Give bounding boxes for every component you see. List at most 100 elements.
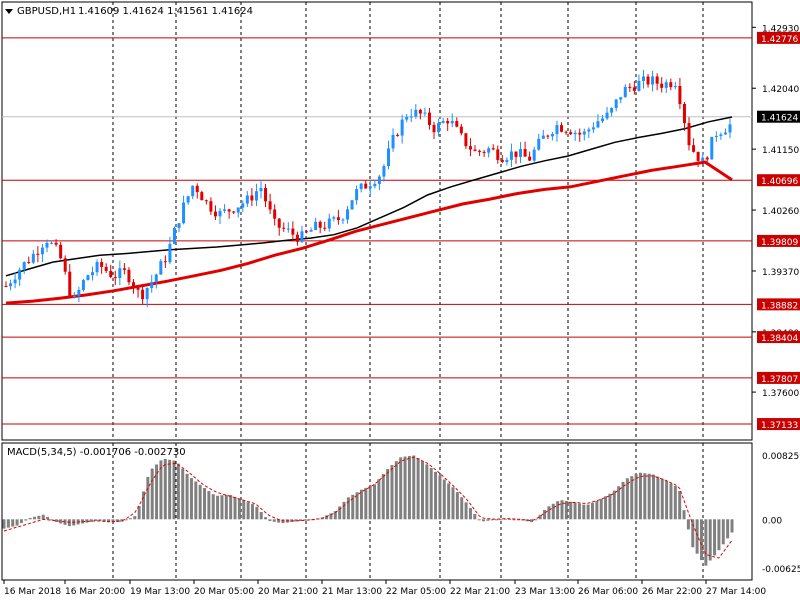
bear-candle[interactable] [687, 123, 691, 146]
bear-candle[interactable] [227, 209, 231, 212]
bear-candle[interactable] [113, 277, 117, 279]
bull-candle[interactable] [710, 136, 714, 160]
bear-candle[interactable] [204, 200, 208, 202]
bear-candle[interactable] [560, 125, 564, 132]
bull-candle[interactable] [614, 99, 618, 109]
bear-candle[interactable] [104, 266, 108, 271]
bear-candle[interactable] [63, 258, 67, 272]
bull-candle[interactable] [218, 210, 222, 217]
bull-candle[interactable] [532, 149, 536, 161]
bull-candle[interactable] [9, 283, 13, 287]
bear-candle[interactable] [669, 82, 673, 88]
bear-candle[interactable] [655, 76, 659, 84]
bear-candle[interactable] [131, 282, 135, 289]
bull-candle[interactable] [150, 281, 154, 288]
bear-candle[interactable] [473, 149, 477, 151]
bear-candle[interactable] [136, 288, 140, 290]
bull-candle[interactable] [591, 127, 595, 130]
bull-candle[interactable] [555, 125, 559, 135]
bull-candle[interactable] [77, 289, 81, 296]
bear-candle[interactable] [68, 271, 72, 297]
bear-candle[interactable] [682, 103, 686, 124]
bull-candle[interactable] [414, 109, 418, 117]
bear-candle[interactable] [200, 192, 204, 201]
bear-candle[interactable] [678, 86, 682, 104]
bear-candle[interactable] [523, 149, 527, 157]
bull-candle[interactable] [405, 116, 409, 120]
bear-candle[interactable] [264, 188, 268, 202]
bear-candle[interactable] [54, 242, 58, 245]
bear-candle[interactable] [295, 234, 299, 242]
bull-candle[interactable] [91, 272, 95, 276]
bull-candle[interactable] [95, 262, 99, 273]
bear-candle[interactable] [705, 157, 709, 160]
bull-candle[interactable] [728, 124, 732, 133]
bull-candle[interactable] [22, 262, 26, 270]
bear-candle[interactable] [336, 217, 340, 221]
bull-candle[interactable] [673, 86, 677, 88]
bull-candle[interactable] [259, 188, 263, 192]
bull-candle[interactable] [168, 243, 172, 263]
bear-candle[interactable] [163, 261, 167, 263]
bull-candle[interactable] [719, 134, 723, 136]
bull-candle[interactable] [623, 86, 627, 98]
bull-candle[interactable] [13, 279, 17, 284]
bull-candle[interactable] [386, 148, 390, 167]
bull-candle[interactable] [286, 228, 290, 230]
bull-candle[interactable] [145, 287, 149, 300]
bull-candle[interactable] [400, 119, 404, 136]
bull-candle[interactable] [236, 207, 240, 213]
bull-candle[interactable] [587, 129, 591, 132]
bear-candle[interactable] [491, 148, 495, 150]
bull-candle[interactable] [651, 76, 655, 85]
bull-candle[interactable] [50, 242, 54, 244]
bull-candle[interactable] [505, 159, 509, 163]
chevron-down-icon[interactable] [5, 9, 13, 14]
bear-candle[interactable] [418, 109, 422, 114]
bull-candle[interactable] [309, 230, 313, 232]
bull-candle[interactable] [605, 112, 609, 119]
bear-candle[interactable] [482, 151, 486, 153]
bull-candle[interactable] [223, 209, 227, 211]
bear-candle[interactable] [496, 149, 500, 160]
bull-candle[interactable] [254, 191, 258, 201]
bear-candle[interactable] [578, 132, 582, 135]
bull-candle[interactable] [409, 116, 413, 118]
bull-candle[interactable] [541, 135, 545, 139]
bear-candle[interactable] [632, 87, 636, 91]
bull-candle[interactable] [186, 196, 190, 203]
bull-candle[interactable] [441, 121, 445, 123]
bull-candle[interactable] [350, 200, 354, 210]
bear-candle[interactable] [432, 124, 436, 133]
bull-candle[interactable] [245, 195, 249, 204]
bull-candle[interactable] [154, 274, 158, 282]
bear-candle[interactable] [59, 244, 63, 259]
bull-candle[interactable] [346, 209, 350, 220]
bear-candle[interactable] [268, 201, 272, 210]
bull-candle[interactable] [723, 132, 727, 135]
bear-candle[interactable] [455, 121, 459, 127]
bear-candle[interactable] [569, 132, 573, 135]
bear-candle[interactable] [141, 289, 145, 300]
bear-candle[interactable] [692, 145, 696, 152]
candles-layer[interactable] [4, 69, 732, 308]
bull-candle[interactable] [118, 268, 122, 279]
bull-candle[interactable] [377, 176, 381, 184]
bull-candle[interactable] [519, 149, 523, 157]
bull-candle[interactable] [373, 183, 377, 187]
bull-candle[interactable] [382, 166, 386, 177]
bull-candle[interactable] [573, 132, 577, 135]
bear-candle[interactable] [459, 126, 463, 134]
bear-candle[interactable] [468, 146, 472, 150]
bear-candle[interactable] [4, 286, 8, 288]
bull-candle[interactable] [701, 157, 705, 161]
bear-candle[interactable] [646, 76, 650, 85]
bull-candle[interactable] [596, 121, 600, 128]
bull-candle[interactable] [172, 227, 176, 244]
bear-candle[interactable] [305, 231, 309, 233]
bear-candle[interactable] [396, 134, 400, 136]
bear-candle[interactable] [323, 227, 327, 229]
bull-candle[interactable] [81, 280, 85, 290]
bear-candle[interactable] [464, 133, 468, 147]
bear-candle[interactable] [500, 159, 504, 163]
